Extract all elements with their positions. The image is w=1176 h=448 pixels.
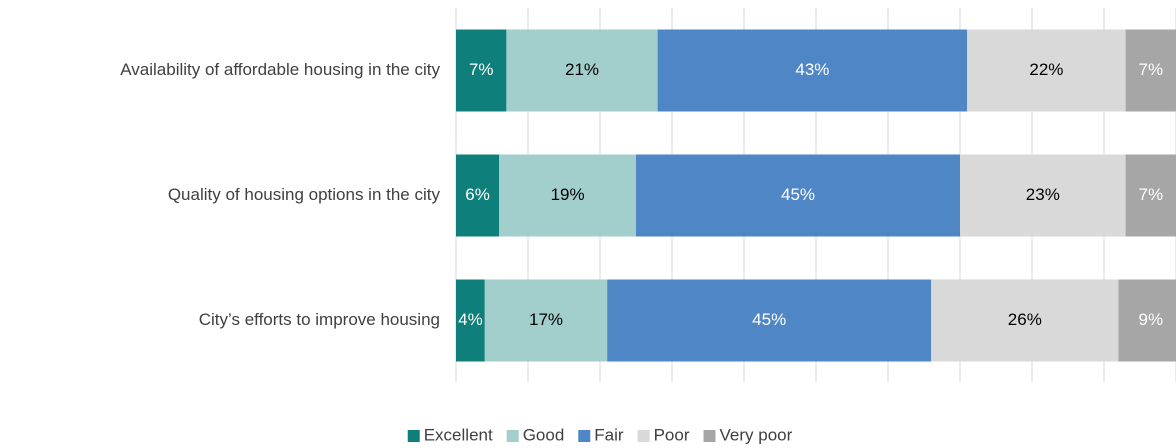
data-label: 19% bbox=[551, 185, 585, 204]
y-tick-label: Availability of affordable housing in th… bbox=[120, 60, 440, 79]
data-label: 9% bbox=[1139, 310, 1164, 329]
bar-segment bbox=[931, 279, 1119, 362]
bar-segment bbox=[657, 29, 968, 112]
data-label: 7% bbox=[1139, 185, 1164, 204]
legend-label: Fair bbox=[594, 425, 624, 444]
legend-label: Very poor bbox=[720, 425, 793, 444]
data-label: 45% bbox=[781, 185, 815, 204]
y-tick-label: City’s efforts to improve housing bbox=[199, 310, 440, 329]
bar-segment bbox=[636, 154, 960, 237]
legend-swatch bbox=[407, 430, 420, 442]
data-label: 22% bbox=[1029, 60, 1063, 79]
data-label: 23% bbox=[1026, 185, 1060, 204]
bar-segment bbox=[456, 154, 500, 237]
legend-swatch bbox=[703, 430, 716, 442]
legend-label: Excellent bbox=[424, 425, 493, 444]
data-label: 4% bbox=[458, 310, 483, 329]
legend-label: Good bbox=[523, 425, 565, 444]
bar-segment bbox=[506, 29, 658, 112]
legend-swatch bbox=[637, 430, 650, 442]
legend-label: Poor bbox=[654, 425, 690, 444]
data-label: 6% bbox=[465, 185, 490, 204]
data-label: 7% bbox=[1139, 60, 1164, 79]
bar-segment bbox=[607, 279, 932, 362]
bar-segment bbox=[1125, 154, 1176, 237]
data-label: 21% bbox=[565, 60, 599, 79]
data-label: 26% bbox=[1008, 310, 1042, 329]
y-tick-label: Quality of housing options in the city bbox=[168, 185, 441, 204]
bar-segment bbox=[484, 279, 608, 362]
legend-swatch bbox=[506, 430, 519, 442]
bar-segment bbox=[499, 154, 636, 237]
data-label: 17% bbox=[529, 310, 563, 329]
data-label: 45% bbox=[752, 310, 786, 329]
data-label: 7% bbox=[469, 60, 494, 79]
bar-segment bbox=[1118, 279, 1176, 362]
data-label: 43% bbox=[795, 60, 829, 79]
bar-segment bbox=[960, 154, 1126, 237]
bar-segment bbox=[967, 29, 1126, 112]
bar-segment bbox=[1125, 29, 1176, 112]
bar-segment bbox=[456, 279, 485, 362]
legend-swatch bbox=[578, 430, 591, 442]
bar-segment bbox=[456, 29, 507, 112]
